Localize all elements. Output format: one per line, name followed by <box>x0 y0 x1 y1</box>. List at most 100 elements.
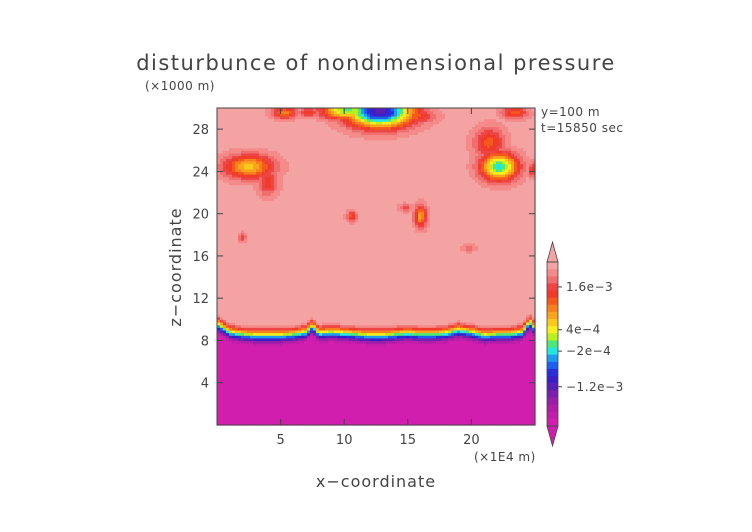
field-cell <box>418 411 422 416</box>
field-cell <box>400 329 404 334</box>
field-cell <box>259 311 263 315</box>
field-cell <box>379 303 383 307</box>
field-cell <box>391 316 395 320</box>
field-cell <box>274 406 278 410</box>
field-cell <box>496 382 500 386</box>
field-cell <box>220 403 224 408</box>
field-cell <box>520 353 524 357</box>
field-cell <box>451 335 455 339</box>
field-cell <box>520 306 524 310</box>
field-cell <box>409 377 413 381</box>
field-cell <box>391 348 395 352</box>
field-cell <box>262 385 266 389</box>
field-cell <box>280 351 284 355</box>
field-cell <box>334 308 338 313</box>
field-cell <box>415 348 419 352</box>
field-cell <box>427 358 431 363</box>
field-cell <box>358 377 362 381</box>
field-cell <box>250 340 254 344</box>
field-cell <box>442 340 446 344</box>
field-cell <box>304 343 308 347</box>
field-cell <box>328 319 332 323</box>
field-cell <box>523 366 527 371</box>
field-cell <box>424 361 428 365</box>
field-cell <box>232 406 236 410</box>
field-cell <box>478 303 482 307</box>
field-cell <box>331 403 335 408</box>
field-cell <box>418 327 422 331</box>
field-cell <box>472 356 476 360</box>
field-cell <box>265 311 269 315</box>
field-cell <box>259 329 263 334</box>
field-cell <box>232 321 236 326</box>
field-cell <box>427 398 431 402</box>
field-cell <box>265 303 269 307</box>
field-cell <box>310 308 314 313</box>
field-cell <box>310 401 314 405</box>
field-cell <box>217 361 221 365</box>
field-cell <box>247 321 251 326</box>
field-cell <box>349 377 353 381</box>
field-cell <box>247 345 251 349</box>
field-cell <box>253 335 257 339</box>
field-cell <box>385 308 389 313</box>
field-cell <box>238 311 242 315</box>
field-cell <box>355 372 359 376</box>
field-cell <box>514 335 518 339</box>
field-cell <box>346 324 350 328</box>
field-cell <box>262 393 266 397</box>
field-cell <box>463 390 467 394</box>
field-cell <box>313 311 317 315</box>
field-cell <box>301 382 305 386</box>
field-cell <box>232 395 236 400</box>
field-cell <box>460 406 464 410</box>
field-cell <box>391 374 395 379</box>
field-cell <box>358 314 362 318</box>
field-cell <box>244 306 248 310</box>
field-cell <box>526 364 530 368</box>
field-cell <box>478 306 482 310</box>
field-cell <box>382 417 386 421</box>
field-cell <box>463 353 467 357</box>
field-cell <box>505 332 509 336</box>
field-cell <box>349 303 353 307</box>
field-cell <box>463 351 467 355</box>
field-cell <box>361 324 365 328</box>
field-cell <box>253 414 257 418</box>
field-cell <box>436 324 440 328</box>
field-cell <box>361 380 365 384</box>
field-cell <box>439 345 443 349</box>
field-cell <box>427 303 431 307</box>
field-cell <box>439 351 443 355</box>
field-cell <box>376 422 380 426</box>
field-cell <box>388 401 392 405</box>
field-cell <box>505 343 509 347</box>
field-cell <box>478 374 482 379</box>
field-cell <box>415 311 419 315</box>
field-cell <box>364 395 368 400</box>
field-cell <box>316 377 320 381</box>
field-cell <box>439 374 443 379</box>
field-cell <box>241 306 245 310</box>
field-cell <box>238 351 242 355</box>
field-cell <box>229 335 233 339</box>
field-cell <box>343 316 347 320</box>
field-cell <box>394 403 398 408</box>
field-cell <box>328 372 332 376</box>
field-cell <box>367 321 371 326</box>
field-cell <box>391 395 395 400</box>
field-cell <box>217 351 221 355</box>
field-cell <box>484 374 488 379</box>
field-cell <box>442 411 446 416</box>
field-cell <box>433 366 437 371</box>
field-cell <box>394 329 398 334</box>
field-cell <box>442 364 446 368</box>
field-cell <box>292 419 296 423</box>
field-cell <box>346 411 350 416</box>
field-cell <box>325 324 329 328</box>
field-cell <box>448 403 452 408</box>
field-cell <box>322 348 326 352</box>
field-cell <box>274 324 278 328</box>
field-cell <box>316 380 320 384</box>
field-cell <box>277 380 281 384</box>
